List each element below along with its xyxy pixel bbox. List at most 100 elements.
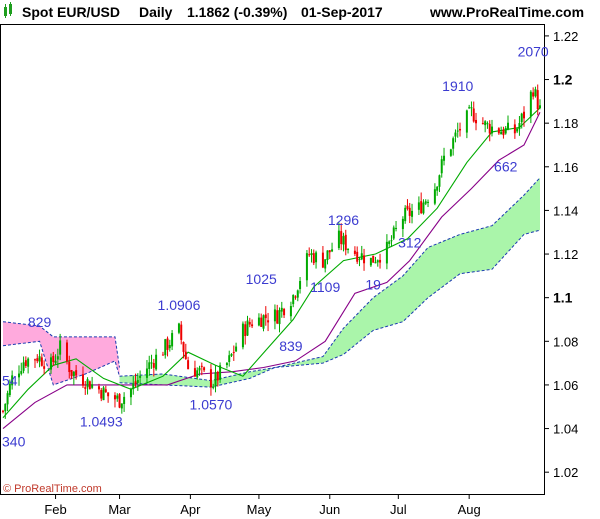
swing-label: 1296 <box>328 212 359 228</box>
candle-body <box>376 260 379 263</box>
candle-body <box>40 357 43 366</box>
x-tick-label: Apr <box>180 502 201 517</box>
candle-body <box>180 324 183 340</box>
swing-label: 1.0570 <box>190 396 233 412</box>
y-tick-label: 1.06 <box>553 378 578 393</box>
candle-body <box>443 155 446 161</box>
candle-body <box>68 361 71 373</box>
candle-body <box>145 368 148 378</box>
candle-body <box>379 259 382 263</box>
candle-body <box>347 248 350 250</box>
candle-body <box>113 395 116 400</box>
candle-body <box>472 108 475 122</box>
candle-body <box>260 317 263 327</box>
candle-body <box>491 126 494 134</box>
candle-body <box>246 320 249 336</box>
chart-date: 01-Sep-2017 <box>301 4 383 20</box>
swing-label: 19 <box>365 277 381 293</box>
candle-body <box>360 253 363 260</box>
candle-body <box>497 128 500 134</box>
candle-body <box>24 360 27 366</box>
candle-body <box>518 122 521 130</box>
candle-body <box>539 105 541 109</box>
y-tick-label: 1.18 <box>553 116 578 131</box>
swing-label: 1.0493 <box>80 413 123 429</box>
candle-body <box>262 315 265 329</box>
copyright: © ProRealTime.com <box>3 483 102 495</box>
candle-body <box>241 323 244 348</box>
x-tick-label: May <box>247 502 272 517</box>
swing-label: 1910 <box>442 78 473 94</box>
candle-body <box>168 345 171 349</box>
candle-body <box>488 123 491 134</box>
candle-body <box>385 241 388 264</box>
candle-body <box>120 403 123 409</box>
plot-area: 829 1.0493 1.0906 1.0570 1025 839 1296 1109 19 31… <box>2 43 549 450</box>
candle-body <box>468 107 471 109</box>
candle-body <box>81 374 84 386</box>
y-tick-label: 1.14 <box>553 203 578 218</box>
candle-body <box>171 333 174 347</box>
candle-body <box>422 202 425 214</box>
candle-body <box>372 255 375 263</box>
candle-body <box>196 370 199 378</box>
candle-body <box>470 107 473 109</box>
swing-label: 662 <box>494 158 518 174</box>
candle-body <box>502 129 505 136</box>
candle-body <box>500 131 503 135</box>
candle-body <box>129 388 132 398</box>
candle-body <box>324 259 327 269</box>
candle-body <box>38 356 41 362</box>
candle-body <box>216 371 219 381</box>
candle-body <box>33 359 36 361</box>
candle-body <box>88 381 91 390</box>
cloud-bullish-edge-a <box>119 229 541 388</box>
candle-body <box>251 324 254 327</box>
site-name: www.ProRealTime.com <box>429 4 584 20</box>
candle-body <box>294 296 297 298</box>
candle-body <box>374 262 377 264</box>
candle-body <box>56 356 59 360</box>
candle-body <box>22 362 25 371</box>
candle-body <box>118 393 121 408</box>
annotations: 829 1.0493 1.0906 1.0570 1025 839 1296 1109 19 31… <box>2 43 549 449</box>
candle-body <box>529 91 532 117</box>
candle-body <box>363 255 366 264</box>
candle-body <box>123 396 126 405</box>
candle-body <box>52 355 55 363</box>
y-tick-label: 1.22 <box>553 29 578 44</box>
x-axis: Feb Mar Apr May Jun Jul Aug <box>44 494 481 517</box>
candle-body <box>212 386 215 388</box>
candle-body <box>235 346 238 352</box>
candle-body <box>353 250 356 254</box>
candle-body <box>456 130 459 132</box>
swing-label: 2070 <box>518 43 549 59</box>
candle-body <box>321 252 324 268</box>
x-tick-label: Aug <box>458 502 481 517</box>
y-tick-label: 1.2 <box>553 72 573 88</box>
candle-body <box>273 309 276 322</box>
candle-body <box>59 340 62 355</box>
cloud-bullish-edge-b <box>119 177 541 382</box>
candle-body <box>4 403 7 412</box>
candle-body <box>449 149 452 156</box>
candle-body <box>475 119 478 124</box>
candle-body <box>264 314 267 319</box>
swing-label: 829 <box>28 314 52 330</box>
candle-body <box>84 387 87 389</box>
candle-body <box>342 236 345 245</box>
candle-body <box>454 132 457 137</box>
x-tick-label: Feb <box>44 502 66 517</box>
candle-body <box>102 387 105 401</box>
candle-body <box>182 341 185 352</box>
candle-body <box>404 207 407 222</box>
candle-body <box>337 230 340 249</box>
moving-averages <box>2 107 541 430</box>
swing-label: 1.0906 <box>158 297 201 313</box>
edge-swing-label: 54 <box>2 373 18 389</box>
candle-body <box>513 124 516 134</box>
candle-body <box>424 201 427 204</box>
candle-body <box>209 369 212 388</box>
candle-body <box>2 410 4 412</box>
candle-body <box>116 395 119 399</box>
